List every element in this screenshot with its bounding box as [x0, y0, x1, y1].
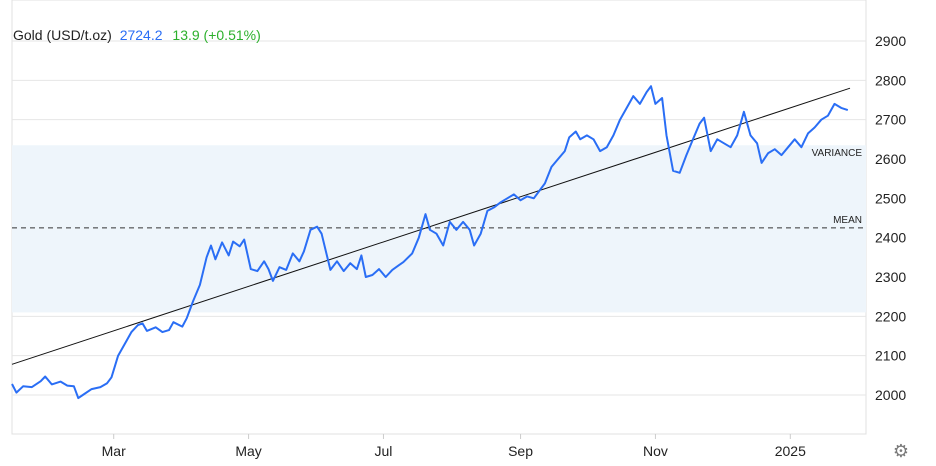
y-tick-label: 2200 — [875, 308, 906, 324]
y-axis: 2000 2100 2200 2300 2400 2500 2600 2700 2800 2900 — [875, 33, 906, 403]
chart-legend: Gold (USD/t.oz) 2724.2 13.9 (+0.51%) — [13, 27, 261, 43]
y-tick-label: 2100 — [875, 348, 906, 364]
x-tick-label: May — [235, 443, 261, 459]
y-tick-label: 2700 — [875, 112, 906, 128]
instrument-name: Gold (USD/t.oz) — [13, 27, 112, 43]
x-tick-label: 2025 — [775, 443, 806, 459]
mean-label: MEAN — [833, 215, 862, 226]
y-tick-label: 2500 — [875, 190, 906, 206]
x-axis: Mar May Jul Sep Nov 2025 — [102, 443, 806, 459]
price-line[interactable] — [11, 85, 849, 400]
y-tick-label: 2800 — [875, 72, 906, 88]
y-tick-label: 2900 — [875, 33, 906, 49]
gear-icon[interactable]: ⚙ — [892, 441, 910, 461]
last-price: 2724.2 — [119, 27, 163, 43]
trend-line — [11, 87, 851, 365]
x-tick-label: Sep — [508, 443, 533, 459]
y-tick-label: 2000 — [875, 387, 906, 403]
variance-label: VARIANCE — [812, 148, 863, 159]
variance-band — [12, 145, 866, 313]
x-tick-label: Nov — [643, 443, 668, 459]
y-tick-label: 2600 — [875, 151, 906, 167]
y-tick-label: 2400 — [875, 230, 906, 246]
x-tick-label: Jul — [375, 443, 393, 459]
x-tick-label: Mar — [102, 443, 126, 459]
price-change: 13.9 (+0.51%) — [172, 27, 261, 43]
y-tick-label: 2300 — [875, 269, 906, 285]
